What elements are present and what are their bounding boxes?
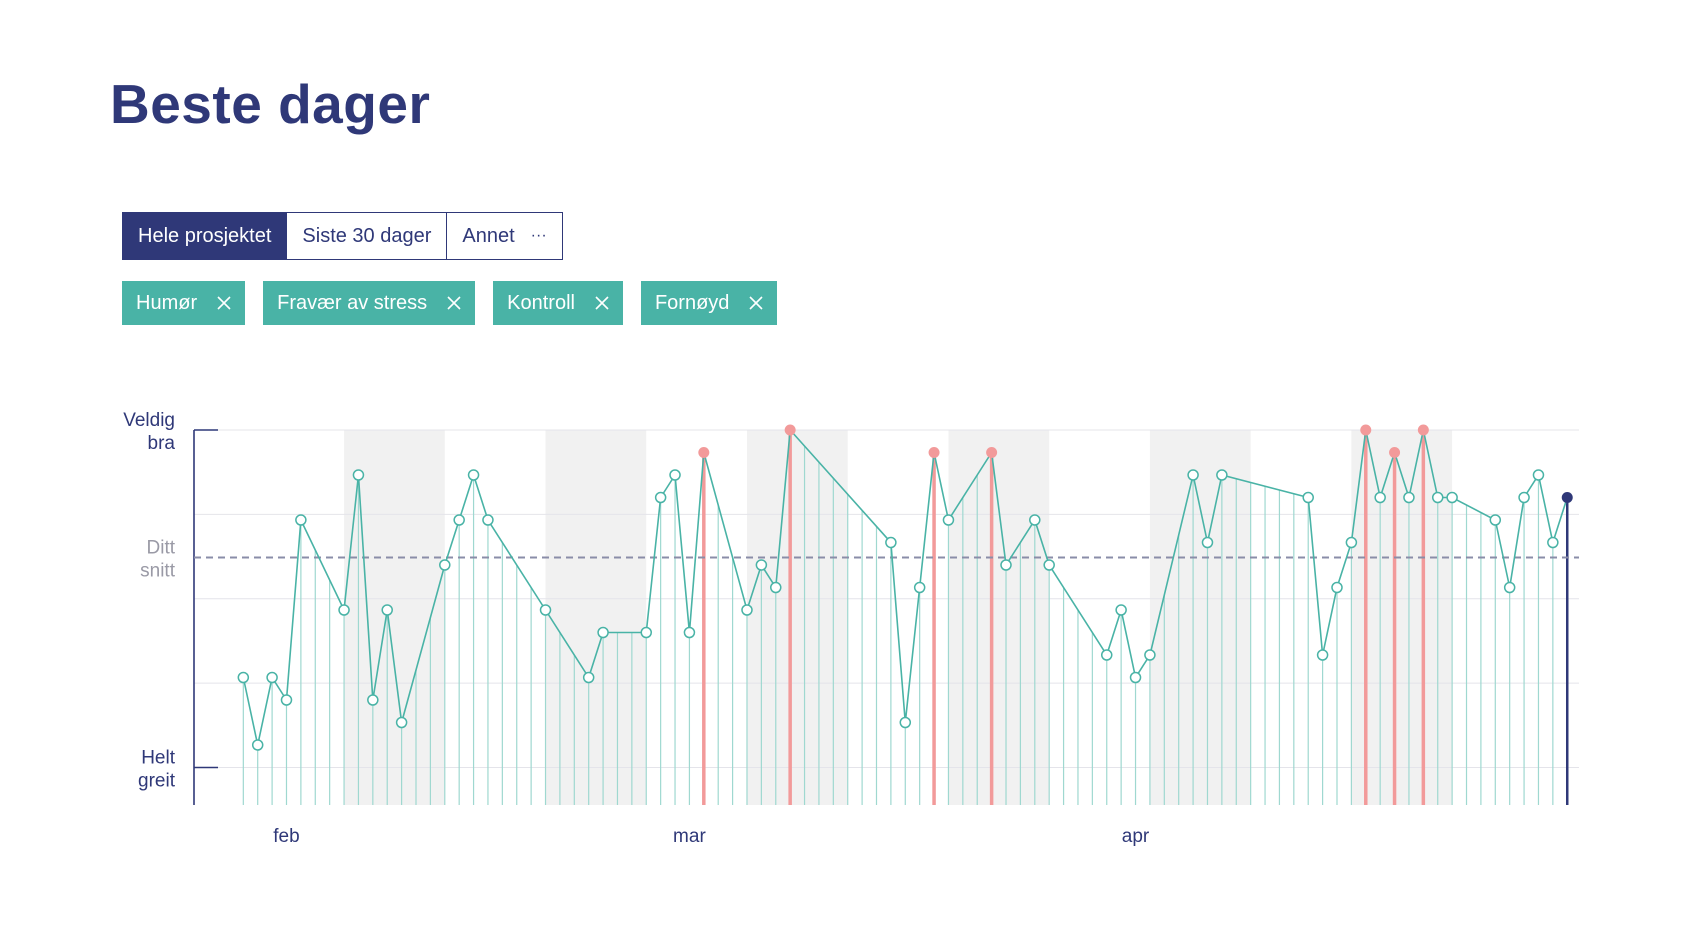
data-point: [482, 514, 494, 526]
tab-other-label: Annet: [462, 224, 515, 247]
data-point: [582, 671, 595, 684]
more-icon: ···: [530, 227, 547, 244]
data-point: [1029, 514, 1041, 526]
data-point: [1518, 491, 1530, 504]
data-point: [1331, 581, 1343, 594]
filter-tag-mood[interactable]: Humør: [122, 281, 246, 325]
best-day-point: [698, 447, 710, 458]
close-icon[interactable]: [447, 296, 461, 310]
data-point: [640, 626, 653, 639]
data-point: [1316, 649, 1329, 661]
filter-tag-satisfied[interactable]: Fornøyd: [640, 281, 778, 325]
data-point: [453, 514, 465, 526]
data-point: [741, 604, 753, 616]
page-title: Beste dager: [110, 73, 431, 135]
data-point: [1000, 559, 1012, 571]
filter-tags: Humør Fravær av stress Kontroll Fornøyd: [122, 281, 778, 325]
data-point: [539, 604, 552, 616]
filter-tag-stress[interactable]: Fravær av stress: [263, 281, 476, 325]
y-label-average: Ditt snitt: [140, 538, 176, 582]
data-point: [913, 581, 926, 594]
best-day-point: [1360, 424, 1372, 436]
today-point: [1561, 492, 1573, 503]
data-point: [237, 671, 250, 684]
filter-tag-label: Humør: [136, 291, 198, 314]
y-label-bottom: Helt greit: [138, 748, 176, 792]
close-icon[interactable]: [217, 296, 231, 310]
data-point: [467, 469, 480, 481]
data-point: [1043, 559, 1055, 571]
data-point: [885, 536, 897, 549]
best-day-point: [928, 447, 940, 458]
data-point: [770, 581, 782, 594]
data-point: [654, 491, 667, 504]
data-point: [1129, 671, 1142, 684]
close-icon[interactable]: [595, 296, 609, 310]
data-point: [1489, 514, 1502, 526]
data-point: [280, 694, 293, 706]
data-point: [1216, 469, 1228, 481]
data-point: [669, 469, 681, 481]
x-month-label: apr: [1122, 826, 1150, 847]
best-days-chart: Veldig bra Ditt snitt Helt greit feb mar apr: [123, 410, 1579, 847]
filter-tag-control[interactable]: Kontroll: [493, 281, 623, 325]
data-point: [1115, 604, 1127, 616]
data-point: [295, 514, 307, 526]
best-day-point: [986, 447, 998, 458]
data-point: [1374, 491, 1386, 504]
data-point: [597, 626, 609, 639]
shaded-week-band: [948, 430, 1050, 805]
data-point: [1302, 491, 1314, 504]
best-day-point: [1417, 424, 1429, 436]
shaded-week-band: [545, 430, 647, 805]
data-point: [338, 604, 350, 616]
data-point: [1345, 536, 1358, 549]
data-point: [1100, 649, 1113, 661]
tab-last-30-days[interactable]: Siste 30 dager: [287, 213, 448, 259]
data-point: [1201, 536, 1214, 549]
tab-whole-project[interactable]: Hele prosjektet: [123, 213, 288, 259]
best-day-point: [784, 424, 796, 436]
data-point: [1446, 491, 1458, 504]
shaded-week-band: [1149, 430, 1251, 805]
best-day-point: [1389, 447, 1401, 458]
tab-whole-project-label: Hele prosjektet: [138, 224, 272, 247]
y-label-top: Veldig bra: [123, 410, 175, 454]
data-point: [1431, 491, 1444, 504]
data-point: [367, 694, 379, 706]
data-point: [266, 671, 278, 684]
data-point: [381, 604, 393, 616]
data-point: [899, 716, 912, 729]
data-point: [1403, 491, 1415, 504]
shaded-week-band: [344, 430, 445, 805]
filter-tag-label: Fornøyd: [654, 291, 730, 314]
data-point: [1503, 581, 1516, 594]
x-month-label: feb: [273, 826, 299, 847]
data-point: [352, 469, 365, 481]
data-point: [251, 739, 264, 751]
data-point: [395, 716, 408, 729]
data-point: [1187, 469, 1199, 481]
data-point: [439, 559, 451, 571]
data-point: [1532, 469, 1545, 481]
data-point: [683, 626, 696, 639]
filter-tag-label: Fravær av stress: [277, 291, 428, 314]
tab-other[interactable]: Annet ···: [447, 213, 562, 259]
tab-last-30-days-label: Siste 30 dager: [302, 224, 432, 247]
data-point: [755, 559, 768, 571]
data-point: [942, 514, 955, 526]
x-month-label: mar: [673, 826, 706, 847]
data-point: [1144, 649, 1156, 661]
close-icon[interactable]: [749, 296, 763, 310]
data-point: [1547, 536, 1559, 549]
shaded-week-band: [746, 430, 848, 805]
filter-tag-label: Kontroll: [507, 291, 575, 314]
period-selector: Hele prosjektet Siste 30 dager Annet ···: [122, 212, 563, 260]
